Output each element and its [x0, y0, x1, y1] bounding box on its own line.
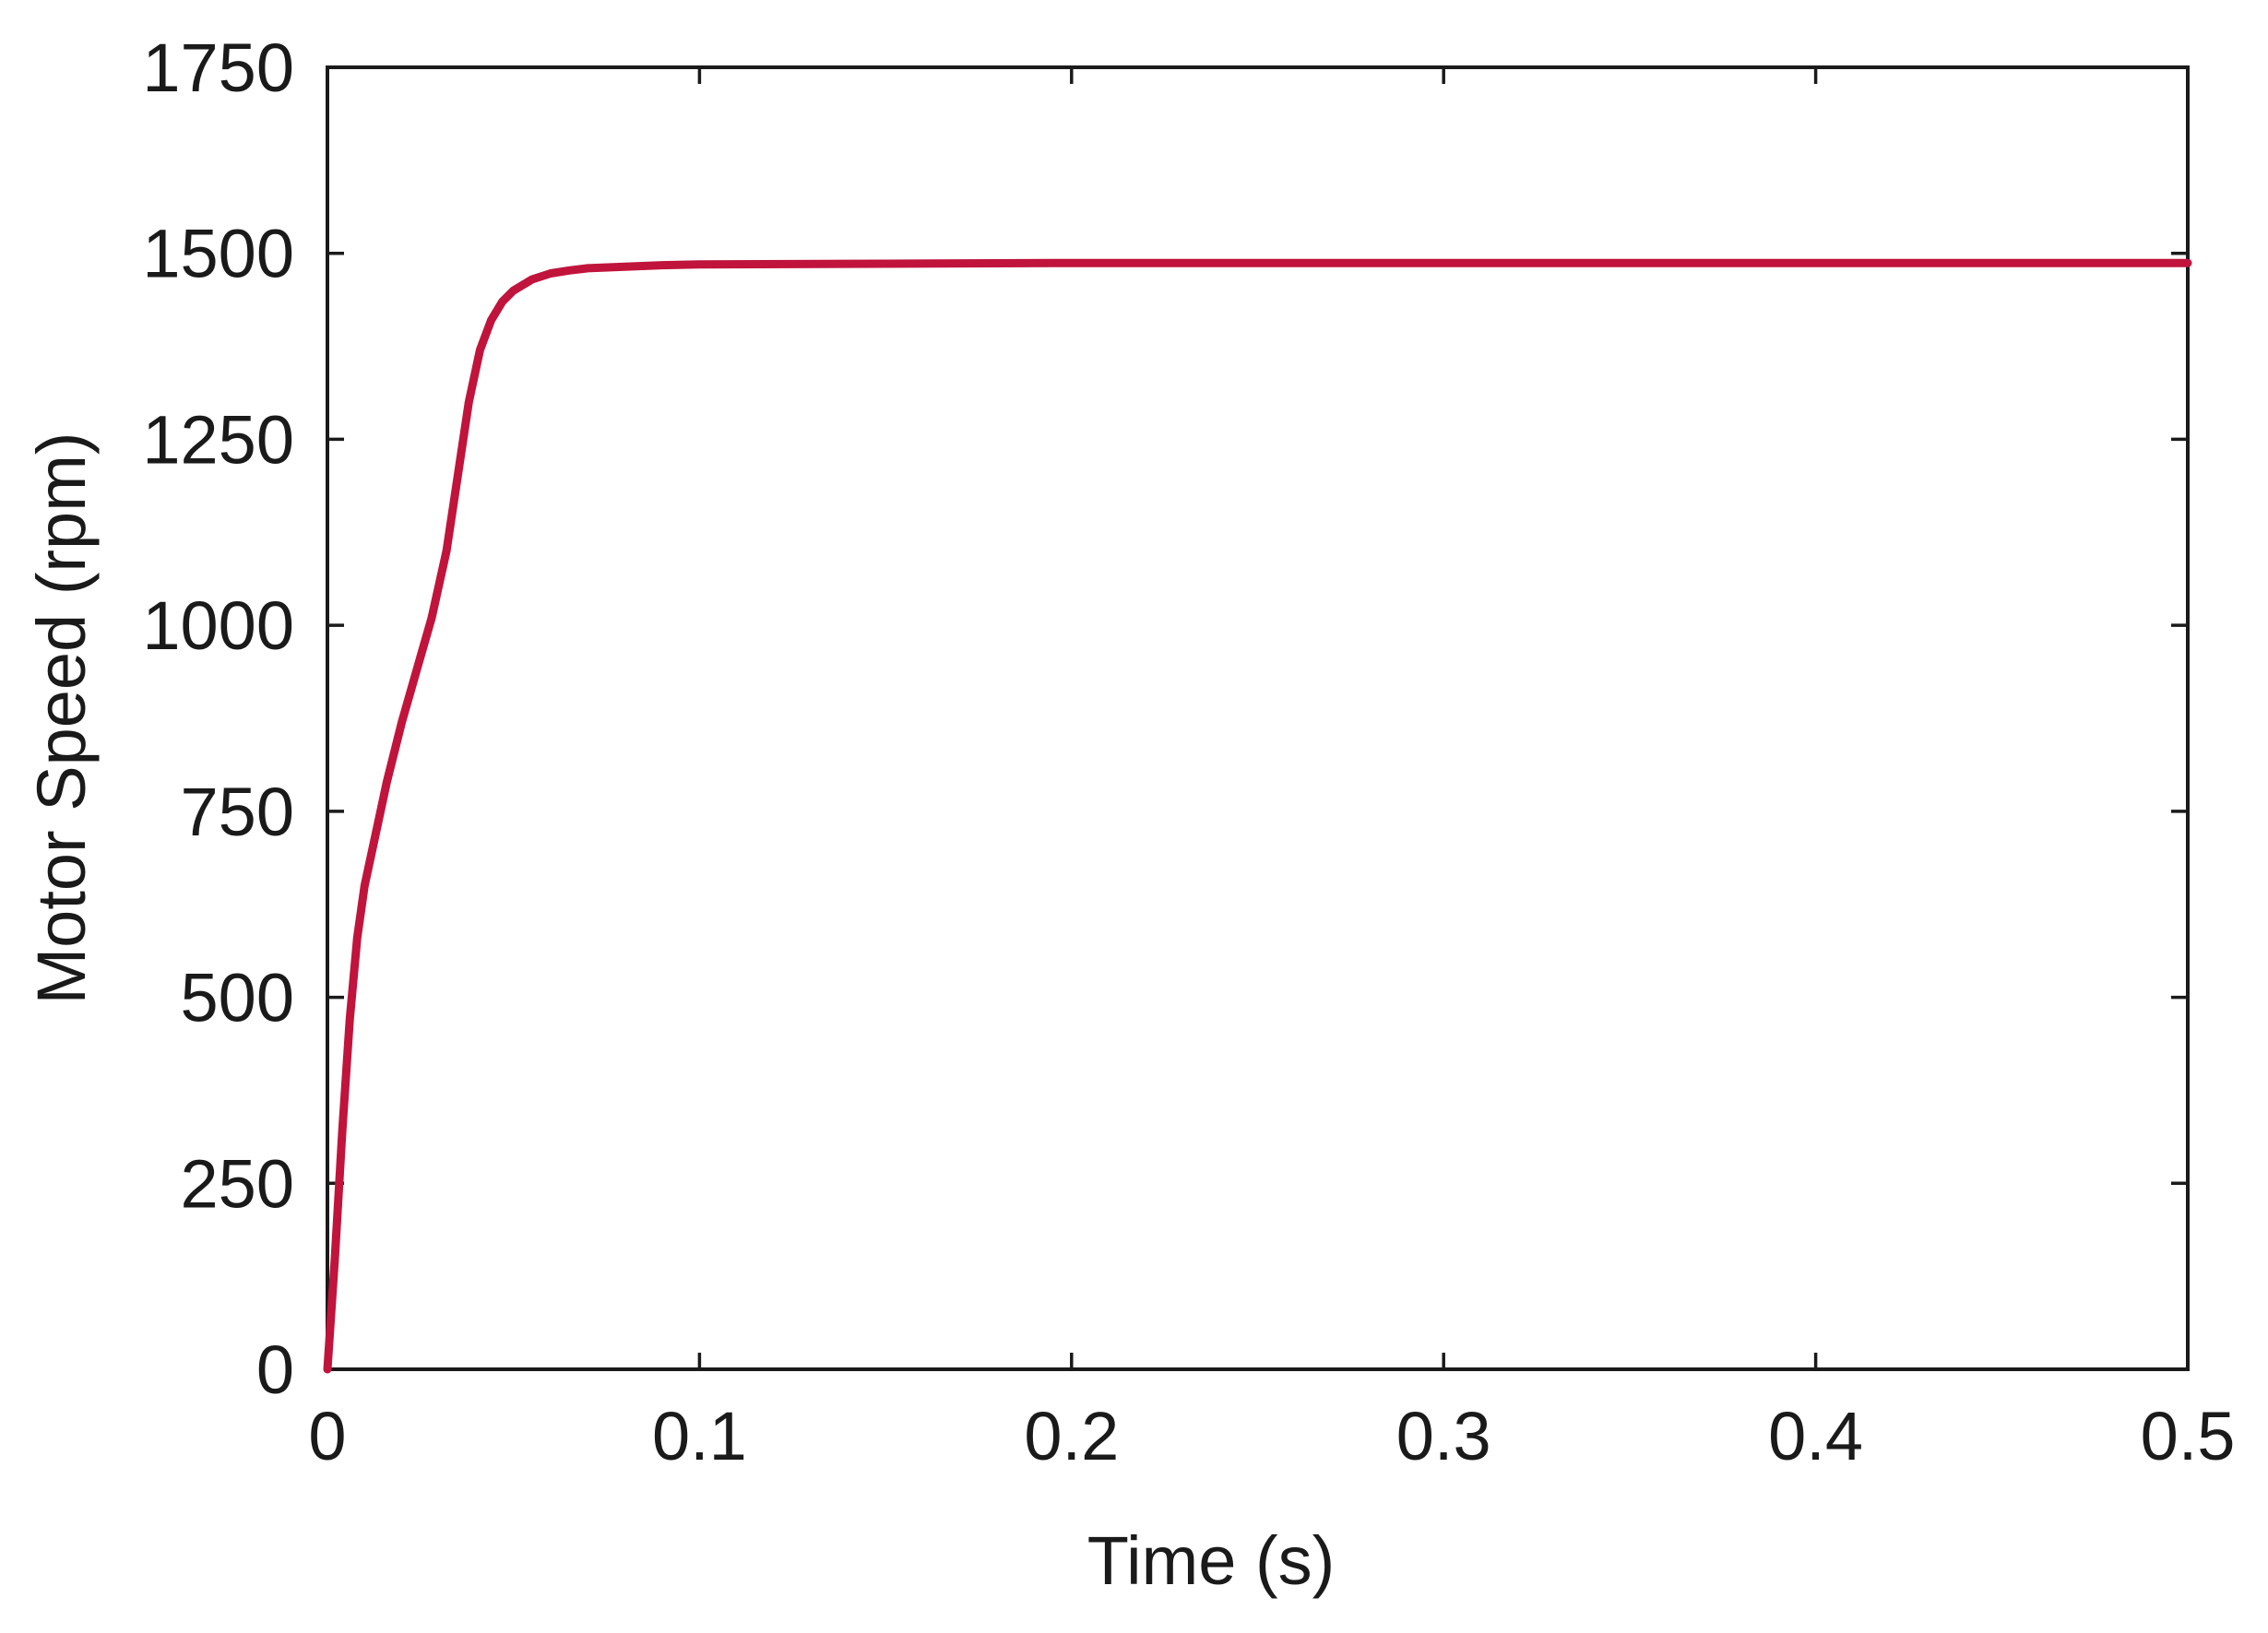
y-axis-label: Motor Speed (rpm) — [23, 432, 100, 1005]
y-tick-label: 1500 — [142, 216, 294, 292]
y-tick-label: 250 — [181, 1145, 294, 1222]
y-tick-label: 0 — [256, 1331, 294, 1408]
x-tick-label: 0.1 — [652, 1398, 747, 1474]
x-tick-label: 0.4 — [1768, 1398, 1863, 1474]
x-tick-label: 0 — [308, 1398, 346, 1474]
y-tick-label: 1000 — [142, 587, 294, 664]
y-tick-label: 500 — [181, 960, 294, 1036]
x-tick-labels: 0 0.1 0.2 0.3 0.4 0.5 — [308, 1398, 2235, 1474]
x-tick-label: 0.5 — [2141, 1398, 2236, 1474]
y-tick-label: 750 — [181, 774, 294, 850]
y-tick-label: 1250 — [142, 401, 294, 478]
series-layer — [323, 258, 2192, 1374]
plot-frame — [326, 65, 2190, 1371]
x-axis-label: Time (s) — [1087, 1522, 1336, 1599]
y-tick-label: 1750 — [142, 30, 294, 106]
x-tick-label: 0.3 — [1396, 1398, 1491, 1474]
y-tick-labels: 0 250 500 750 1000 1250 1500 1750 — [142, 30, 294, 1408]
x-tick-label: 0.2 — [1024, 1398, 1119, 1474]
series-line — [323, 258, 2192, 1374]
